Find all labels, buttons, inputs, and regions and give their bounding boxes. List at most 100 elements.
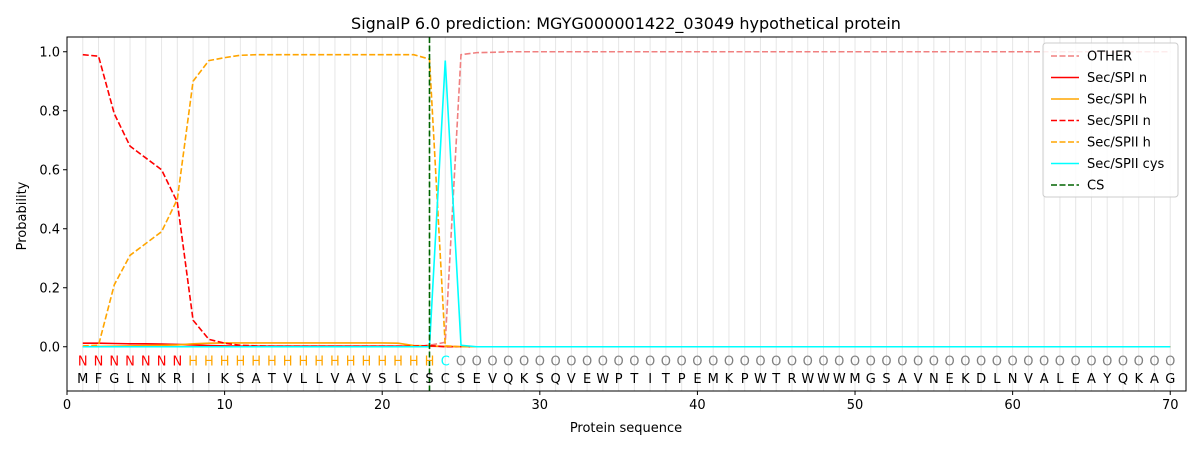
residue-letter: V: [914, 372, 923, 387]
region-label: O: [1086, 355, 1096, 370]
region-label: O: [708, 355, 718, 370]
x-tick-label: 40: [689, 398, 706, 413]
region-label: N: [94, 355, 104, 370]
residue-letter: V: [362, 372, 371, 387]
residue-letter: M: [708, 372, 719, 387]
region-label: O: [598, 355, 608, 370]
region-label: O: [1149, 355, 1159, 370]
residue-letter: Y: [1102, 372, 1111, 387]
region-label: O: [535, 355, 545, 370]
region-label: H: [251, 355, 261, 370]
legend-entry: Sec/SPI h: [1087, 93, 1147, 108]
residue-letter: T: [771, 372, 780, 387]
region-label: O: [818, 355, 828, 370]
region-label: H: [283, 355, 293, 370]
residue-letter: P: [615, 372, 623, 387]
residue-letter: K: [520, 372, 529, 387]
residue-letter: K: [220, 372, 229, 387]
residue-letter: L: [993, 372, 1001, 387]
legend: OTHER Sec/SPI n Sec/SPI h Sec/SPII n Sec/SPI…: [1042, 42, 1179, 198]
residue-letter: M: [77, 372, 88, 387]
x-tick-label: 30: [532, 398, 549, 413]
residue-letter: T: [629, 372, 638, 387]
region-label: O: [755, 355, 765, 370]
region-label: N: [78, 355, 88, 370]
region-label: O: [1134, 355, 1144, 370]
region-label: H: [220, 355, 230, 370]
series-line-sec-spii-cys: [82, 60, 1171, 348]
region-label: O: [850, 355, 860, 370]
residue-letter: V: [488, 372, 497, 387]
residue-letter: I: [191, 372, 195, 387]
legend-entry: OTHER: [1087, 50, 1132, 65]
y-tick-label: 1.0: [39, 45, 60, 60]
residue-letter: L: [394, 372, 402, 387]
residue-letter: L: [126, 372, 134, 387]
region-label: N: [172, 355, 182, 370]
y-tick-label: 0.8: [39, 104, 60, 119]
residue-letter: W: [754, 372, 767, 387]
residue-letter: R: [787, 372, 796, 387]
region-label: H: [299, 355, 309, 370]
residue-letter: V: [330, 372, 339, 387]
region-label: O: [866, 355, 876, 370]
residue-letter: C: [409, 372, 418, 387]
series-group: [82, 50, 1171, 348]
region-label: O: [503, 355, 513, 370]
region-label: O: [803, 355, 813, 370]
residue-letter: N: [1008, 372, 1018, 387]
region-label: O: [487, 355, 497, 370]
region-label: O: [960, 355, 970, 370]
legend-entry: Sec/SPII cys: [1087, 157, 1165, 172]
residue-letter: L: [300, 372, 308, 387]
residue-letter: K: [725, 372, 734, 387]
region-label: O: [1023, 355, 1033, 370]
chart-title: SignalP 6.0 prediction: MGYG000001422_03…: [351, 14, 901, 34]
residue-letter: S: [378, 372, 386, 387]
region-label: O: [472, 355, 482, 370]
residue-letter: V: [567, 372, 576, 387]
residue-letter: Q: [503, 372, 513, 387]
residue-letter: E: [945, 372, 953, 387]
residue-letter: I: [207, 372, 211, 387]
region-label: O: [740, 355, 750, 370]
region-label: O: [1165, 355, 1175, 370]
residue-letter: V: [283, 372, 292, 387]
region-label: H: [330, 355, 340, 370]
residue-letter: L: [1056, 372, 1064, 387]
residue-letter: T: [267, 372, 276, 387]
region-label: H: [314, 355, 324, 370]
residue-letter: G: [866, 372, 876, 387]
region-label: N: [125, 355, 135, 370]
x-axis-label: Protein sequence: [570, 421, 682, 436]
x-tick-label: 60: [1004, 398, 1021, 413]
x-tick-label: 70: [1162, 398, 1179, 413]
region-label: N: [157, 355, 167, 370]
residue-letter: N: [929, 372, 939, 387]
region-label: H: [362, 355, 372, 370]
residue-letter: T: [661, 372, 670, 387]
residue-letter: K: [961, 372, 970, 387]
region-label: O: [582, 355, 592, 370]
residue-letter: G: [1165, 372, 1175, 387]
residue-letter: F: [95, 372, 102, 387]
y-tick-label: 0.2: [39, 281, 60, 296]
region-label: H: [409, 355, 419, 370]
residue-letter: K: [1134, 372, 1143, 387]
legend-entry: Sec/SPII h: [1087, 136, 1151, 151]
x-tick-label: 20: [374, 398, 391, 413]
region-label: H: [377, 355, 387, 370]
region-label: H: [188, 355, 198, 370]
residue-letter: R: [173, 372, 182, 387]
residue-letter: S: [882, 372, 890, 387]
region-label: O: [929, 355, 939, 370]
residue-letter: N: [141, 372, 151, 387]
residue-letter: Q: [1118, 372, 1128, 387]
residue-letter: A: [346, 372, 355, 387]
region-label: O: [976, 355, 986, 370]
residue-letter: E: [583, 372, 591, 387]
region-label: H: [267, 355, 277, 370]
region-label: H: [425, 355, 435, 370]
region-label: O: [787, 355, 797, 370]
